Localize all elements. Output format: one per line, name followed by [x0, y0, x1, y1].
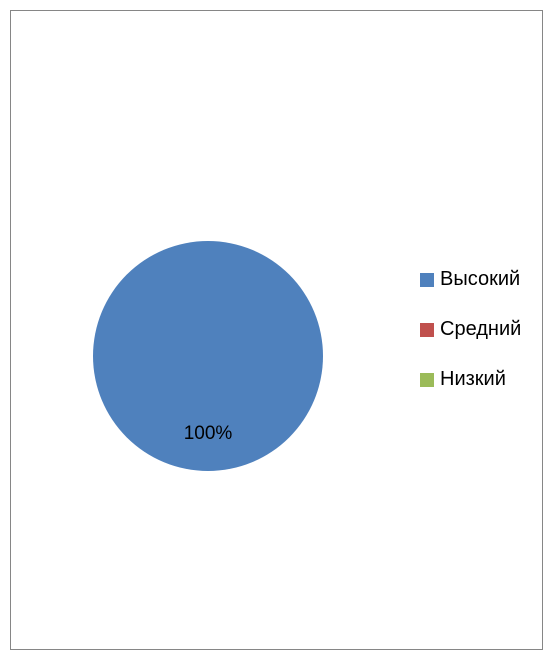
legend-item-medium: Средний	[420, 316, 521, 343]
pie-slice-high	[93, 241, 323, 471]
chart-legend: Высокий Средний Низкий	[420, 266, 521, 416]
data-label-high: 100%	[184, 423, 233, 444]
legend-item-high: Высокий	[420, 266, 521, 293]
pie-chart: 100%	[93, 241, 323, 471]
legend-label-medium: Средний	[440, 318, 522, 340]
legend-swatch-low	[420, 372, 434, 387]
legend-swatch-medium	[420, 322, 434, 337]
legend-swatch-high	[420, 272, 434, 287]
legend-item-low: Низкий	[420, 366, 521, 393]
legend-label-high: Высокий	[440, 268, 521, 290]
legend-label-low: Низкий	[440, 368, 506, 390]
